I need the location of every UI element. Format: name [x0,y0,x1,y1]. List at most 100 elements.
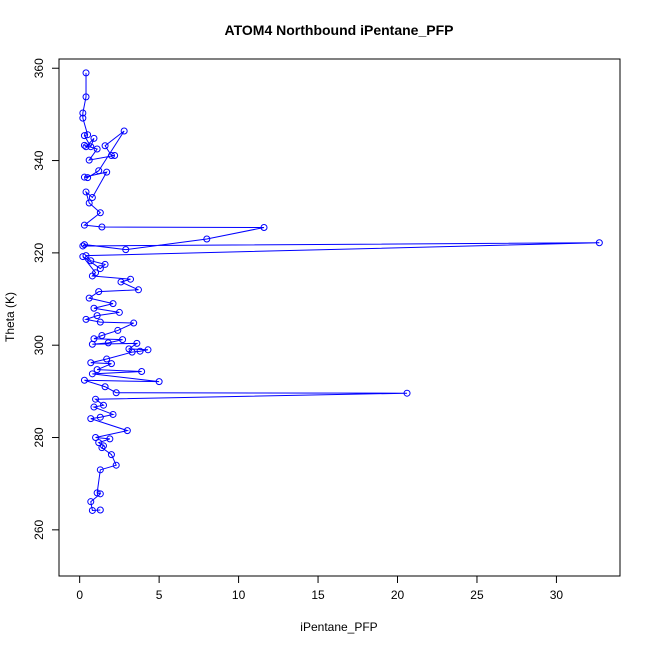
data-point [122,246,130,254]
data-point [80,221,88,229]
data-point [115,308,123,316]
data-point [98,332,106,339]
data-point [128,348,136,356]
data-point [203,235,211,243]
data-point [79,242,87,250]
y-tick-label: 360 [32,58,46,78]
data-point [80,241,88,249]
data-point [109,300,117,308]
data-point [88,340,96,348]
data-point [93,312,101,320]
data-point [106,435,114,443]
x-tick-label: 0 [76,588,83,602]
x-tick-label: 5 [156,588,163,602]
data-point [82,69,90,77]
data-point [133,339,141,347]
data-point [114,326,122,334]
data-point [90,403,98,411]
data-point [85,294,93,302]
data-point [88,272,96,280]
data-point [127,275,135,283]
data-point [120,127,128,135]
data-point [92,434,100,442]
data-point [93,366,101,374]
x-tick-label: 25 [470,588,484,602]
data-point [88,506,96,514]
data-point [138,368,146,376]
data-point [79,109,87,117]
data-point [85,199,93,207]
x-axis-label: iPentane_PFP [300,620,377,634]
data-point [103,355,111,363]
data-point [88,370,96,378]
data-point [107,451,115,459]
data-point [123,427,131,435]
data-point [111,151,119,159]
data-point [100,401,107,409]
data-point [95,439,103,447]
y-tick-label: 280 [32,427,46,447]
data-point [117,278,125,286]
data-point [119,336,127,344]
data-point [595,239,603,247]
data-point [87,257,95,265]
data-point [79,114,87,122]
data-point [403,389,411,397]
data-point [112,461,120,469]
y-axis-label: Theta (K) [3,292,17,342]
data-point [87,359,95,367]
data-point [87,498,95,506]
data-point [95,288,103,296]
data-point [85,156,93,164]
data-point [100,442,107,450]
data-point [82,315,90,323]
data-point [136,347,144,355]
data-point [101,142,109,150]
data-point [87,415,95,423]
data-point [80,173,88,181]
data-point [155,378,163,386]
data-point [96,506,104,514]
y-axis: 260 280 300 320 340 360 [32,58,60,540]
data-point [134,286,142,294]
x-tick-label: 20 [391,588,405,602]
data-point [96,466,104,474]
y-tick-label: 340 [32,150,46,170]
data-point [130,319,138,327]
data-point [96,209,104,217]
data-point [104,339,112,347]
x-tick-label: 15 [311,588,325,602]
data-point [101,260,109,268]
data-point [93,489,101,497]
y-tick-label: 300 [32,335,46,355]
y-tick-label: 320 [32,243,46,263]
data-point [107,360,115,368]
data-point [84,131,92,139]
x-tick-label: 30 [550,588,564,602]
data-point [101,383,109,391]
data-point [80,132,88,140]
data-point [260,223,268,231]
data-point [80,141,88,149]
y-tick-label: 260 [32,520,46,540]
data-point [87,143,95,151]
data-point [103,168,111,176]
series-line [81,72,600,511]
data-point [95,167,103,175]
data-point [98,223,106,231]
x-tick-label: 10 [232,588,246,602]
data-point [93,145,101,153]
data-point [82,143,90,151]
data-point [92,395,100,403]
data-point [112,389,120,397]
data-point [84,174,92,182]
data-point [96,413,104,421]
data-point [80,376,88,384]
data-point [96,490,104,498]
data-point [79,253,87,261]
data-point [98,444,106,452]
data-point [107,151,115,159]
data-point [96,265,104,273]
